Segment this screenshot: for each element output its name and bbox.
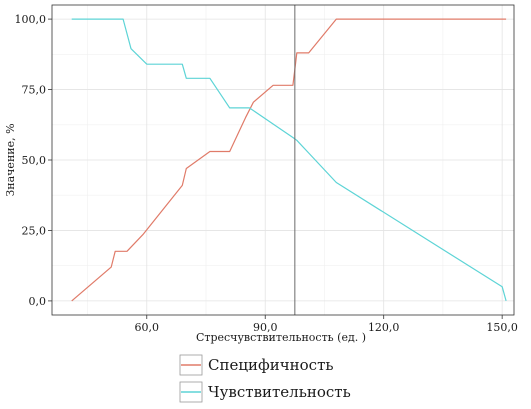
y-tick-label: 0,0 xyxy=(29,295,47,308)
x-tick-label: 150,0 xyxy=(486,321,518,334)
legend-label-sensitivity: Чувствительность xyxy=(208,383,351,401)
legend-label-specificity: Специфичность xyxy=(208,356,334,374)
legend: Специфичность Чувствительность xyxy=(179,354,351,403)
y-tick-label: 100,0 xyxy=(15,13,47,26)
series-layer xyxy=(71,18,507,302)
x-tick-label: 60,0 xyxy=(135,321,160,334)
y-axis-title: Значение, % xyxy=(4,123,17,196)
grid xyxy=(52,5,514,315)
x-axis-title: Стресчувствительность (ед. ) xyxy=(196,331,366,344)
series-line-specificity xyxy=(71,18,507,302)
x-tick-label: 90,0 xyxy=(253,321,278,334)
ticks: 60,0 90,0 120,0 150,0 0,0 25,0 50,0 75,0 100,0 xyxy=(15,13,518,334)
y-tick-label: 25,0 xyxy=(22,224,47,237)
x-tick-label: 120,0 xyxy=(368,321,400,334)
y-tick-label: 75,0 xyxy=(22,84,47,97)
series-line-sensitivity xyxy=(71,18,507,302)
y-tick-label: 50,0 xyxy=(22,154,47,167)
